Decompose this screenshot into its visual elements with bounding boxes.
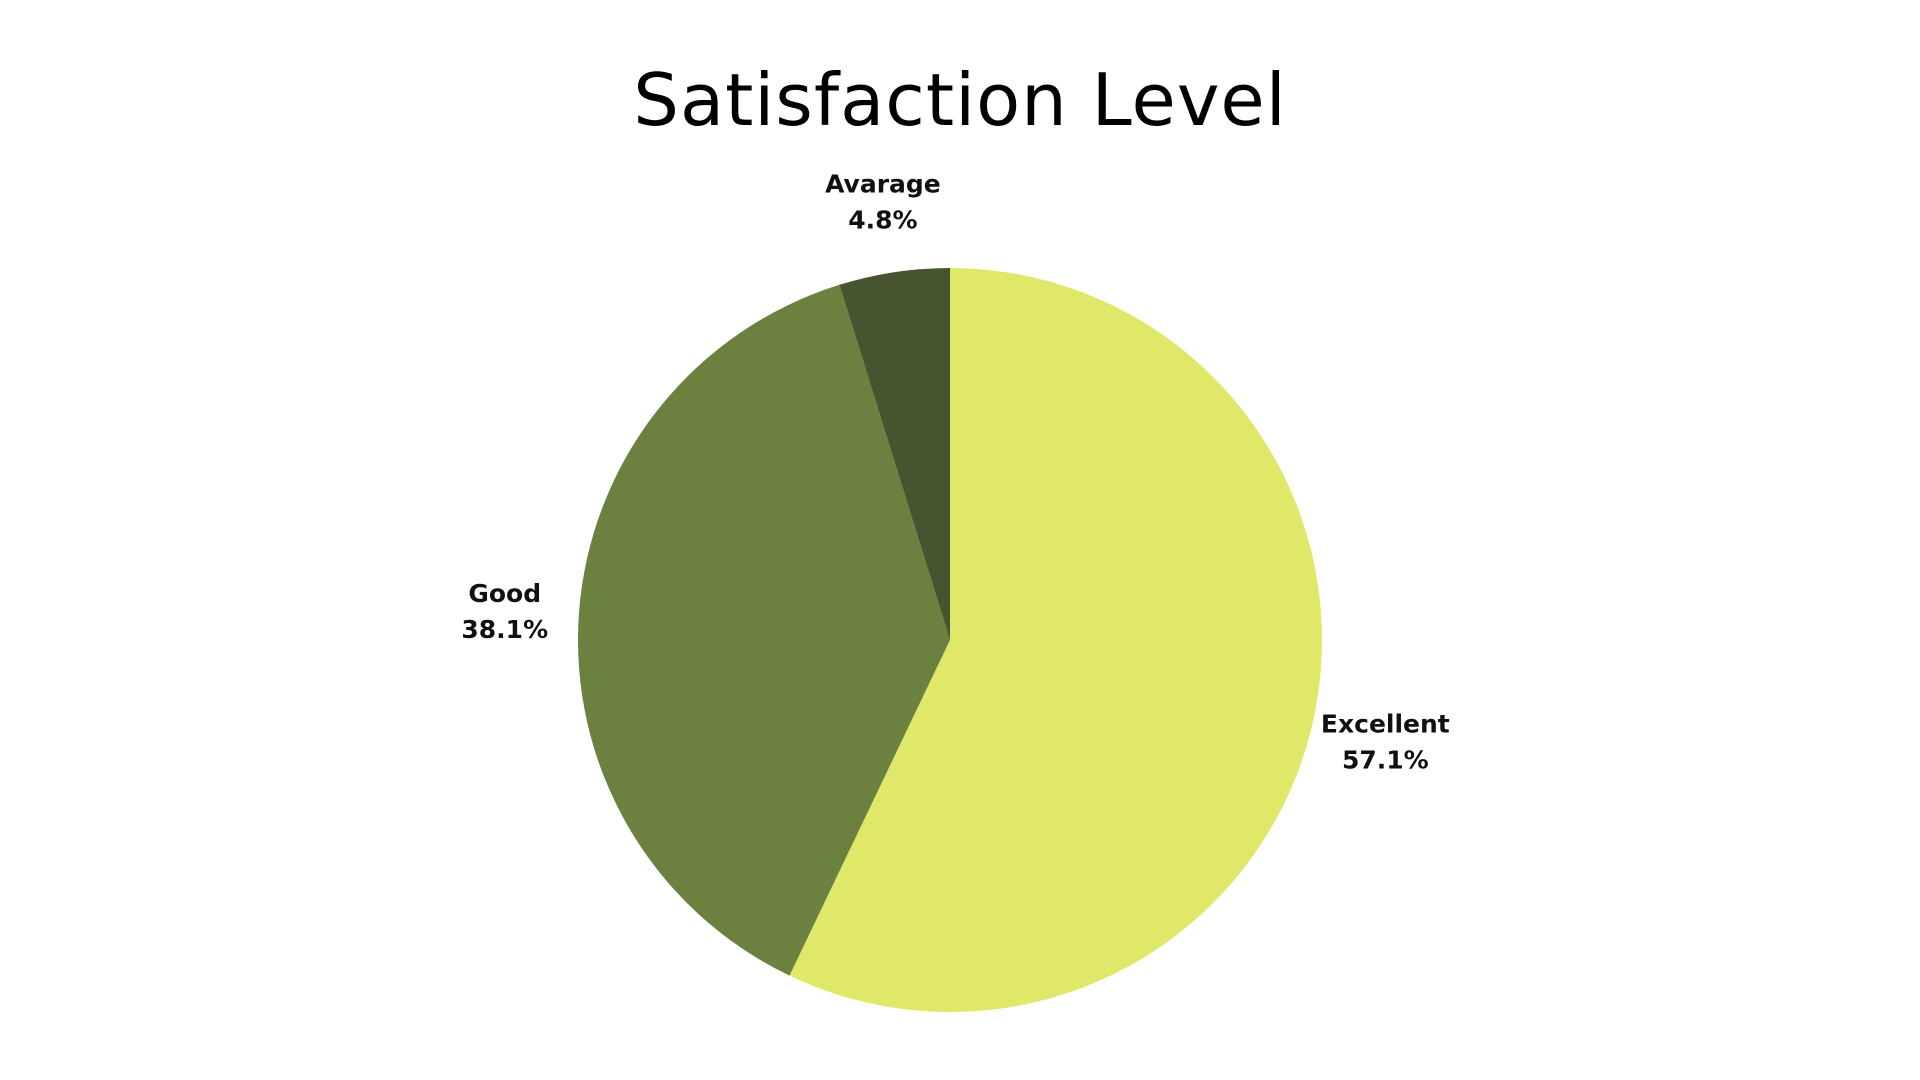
pie-labels: Excellent 57.1% Good 38.1% Avarage 4.8% [461,170,1449,775]
pie-slice-excellent [789,268,1322,1013]
slice-percent: 57.1% [1342,746,1429,775]
slice-label-good: Good 38.1% [461,579,548,644]
pie-slice-avarage [839,268,950,640]
slice-name: Good [468,579,541,608]
slice-name: Avarage [825,170,941,199]
pie-slice-good [577,284,950,976]
slice-label-avarage: Avarage 4.8% [825,170,941,235]
slice-label-excellent: Excellent 57.1% [1321,710,1450,775]
slice-percent: 38.1% [461,615,548,644]
slice-percent: 4.8% [848,206,917,235]
pie-slices [577,268,1322,1013]
chart-title: Satisfaction Level [633,58,1287,142]
slice-name: Excellent [1321,710,1450,739]
